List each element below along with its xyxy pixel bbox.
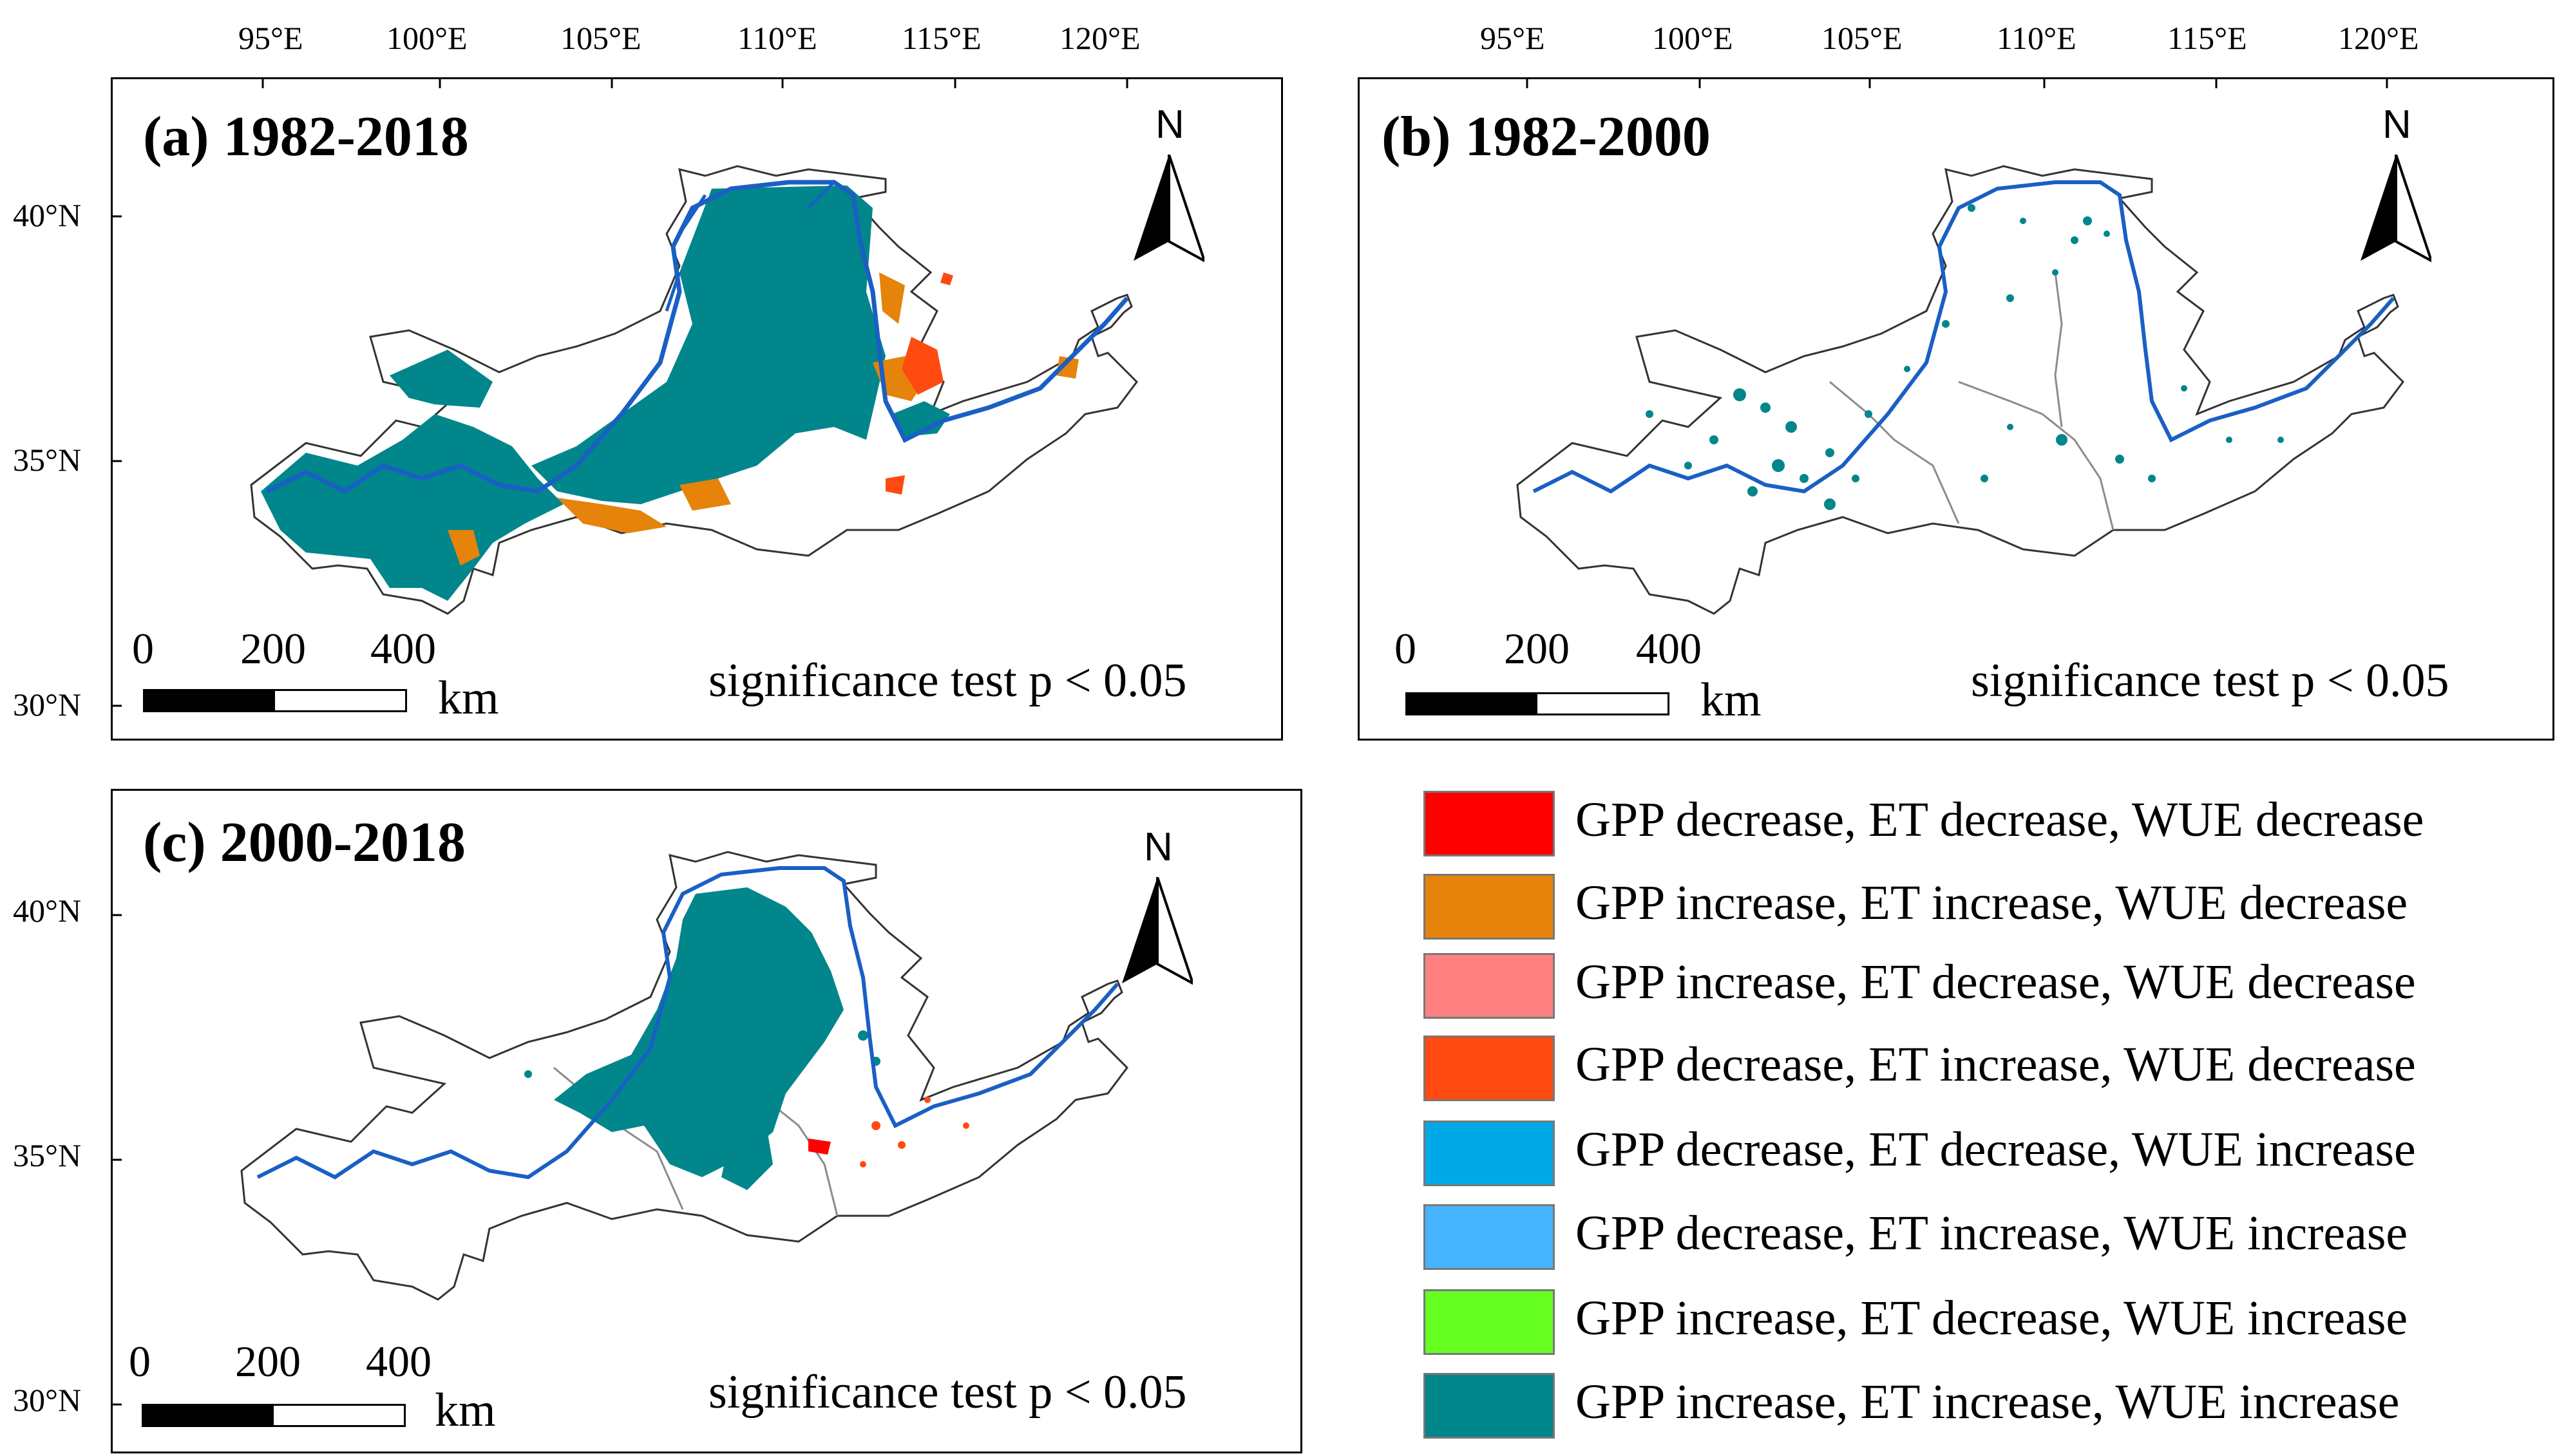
- north-arrow-icon: [1134, 155, 1204, 263]
- north-arrow-icon: [2361, 155, 2431, 263]
- trend-patches-a: [261, 185, 950, 601]
- legend-label: GPP decrease, ET increase, WUE increase: [1575, 1206, 2408, 1260]
- legend-label: GPP increase, ET decrease, WUE increase: [1575, 1291, 2408, 1345]
- lat-tick-a-35: 35°N: [13, 442, 82, 478]
- lat-tick-c-30: 30°N: [13, 1382, 82, 1418]
- significance-c: significance test p < 0.05: [708, 1366, 1187, 1419]
- lon-tick-b-100: 100°E: [1652, 20, 1733, 56]
- legend-label: GPP increase, ET decrease, WUE decrease: [1575, 955, 2416, 1009]
- lon-tick-a-105: 105°E: [560, 20, 641, 56]
- lon-tick-a-120: 120°E: [1059, 20, 1141, 56]
- significance-a: significance test p < 0.05: [708, 654, 1187, 707]
- legend-label: GPP increase, ET increase, WUE increase: [1575, 1375, 2400, 1429]
- trend-patches-b: [1646, 204, 2284, 510]
- lon-tick-b-95: 95°E: [1480, 20, 1545, 56]
- scale-bar-a: [143, 689, 407, 712]
- scale-label-400-a: 400: [370, 624, 436, 673]
- lat-tick-c-40: 40°N: [13, 893, 82, 929]
- lon-tick-b-110: 110°E: [1997, 20, 2076, 56]
- map-panel-c: [111, 789, 1302, 1453]
- yellow-river-c: [256, 866, 1119, 1180]
- scale-label-400-b: 400: [1636, 624, 1702, 673]
- scale-unit-c: km: [435, 1384, 496, 1437]
- scale-unit-b: km: [1700, 674, 1762, 726]
- scale-unit-a: km: [438, 672, 499, 724]
- lon-tick-b-115: 115°E: [2167, 20, 2247, 56]
- legend-swatch: [1423, 1373, 1555, 1439]
- map-panel-a: [111, 77, 1283, 741]
- legend-swatch: [1423, 953, 1555, 1019]
- scale-label-0-a: 0: [132, 624, 154, 673]
- north-label: N: [1155, 102, 1184, 147]
- north-arrow-b: N: [2361, 102, 2431, 276]
- lon-tick-b-105: 105°E: [1821, 20, 1903, 56]
- yellow-river-b: [1532, 180, 2395, 494]
- scale-label-200-a: 200: [240, 624, 306, 673]
- trend-patches-c: [524, 887, 880, 1190]
- legend-label: GPP increase, ET increase, WUE decrease: [1575, 876, 2408, 930]
- basin-map-c: [113, 851, 1128, 1406]
- yellow-river-a: [266, 180, 1129, 495]
- basin-map-a: [113, 79, 1138, 707]
- north-arrow-c: N: [1122, 824, 1193, 998]
- basin-map-b: [1516, 79, 2404, 615]
- scale-label-200-c: 200: [235, 1337, 301, 1386]
- trend-patches-a-red: [886, 272, 953, 495]
- scale-bar-b: [1405, 692, 1669, 715]
- scale-label-400-c: 400: [366, 1337, 432, 1386]
- lon-tick-a-115: 115°E: [902, 20, 982, 56]
- scale-label-200-b: 200: [1504, 624, 1570, 673]
- map-panel-b: [1358, 77, 2554, 741]
- legend-swatch: [1423, 1289, 1555, 1355]
- significance-b: significance test p < 0.05: [1971, 654, 2449, 707]
- lon-tick-a-110: 110°E: [737, 20, 817, 56]
- lat-tick-a-30: 30°N: [13, 686, 82, 723]
- scale-label-0-c: 0: [129, 1337, 151, 1386]
- legend-swatch: [1423, 1035, 1555, 1101]
- lon-tick-a-100: 100°E: [386, 20, 468, 56]
- legend-swatch: [1423, 874, 1555, 940]
- panel-title-c: (c) 2000-2018: [143, 811, 466, 874]
- lat-tick-a-40: 40°N: [13, 197, 82, 233]
- north-label: N: [1144, 825, 1173, 869]
- lat-tick-c-35: 35°N: [13, 1137, 82, 1173]
- legend-label: GPP decrease, ET increase, WUE decrease: [1575, 1037, 2416, 1092]
- lon-tick-b-120: 120°E: [2338, 20, 2419, 56]
- legend-swatch: [1423, 1120, 1555, 1186]
- legend-swatch: [1423, 1204, 1555, 1270]
- subbasin-lines-b: [1829, 272, 2114, 531]
- legend-label: GPP decrease, ET decrease, WUE decrease: [1575, 793, 2424, 847]
- legend-label: GPP decrease, ET decrease, WUE increase: [1575, 1122, 2416, 1177]
- lon-tick-a-95: 95°E: [238, 20, 303, 56]
- north-arrow-a: N: [1134, 102, 1204, 276]
- panel-title-a: (a) 1982-2018: [143, 106, 469, 168]
- scale-bar-c: [142, 1404, 406, 1427]
- legend-swatch: [1423, 791, 1555, 856]
- scale-label-0-b: 0: [1394, 624, 1416, 673]
- panel-title-b: (b) 1982-2000: [1382, 106, 1711, 168]
- north-arrow-icon: [1122, 877, 1193, 985]
- north-label: N: [2382, 102, 2411, 147]
- basin-boundary-b: [1516, 165, 2404, 615]
